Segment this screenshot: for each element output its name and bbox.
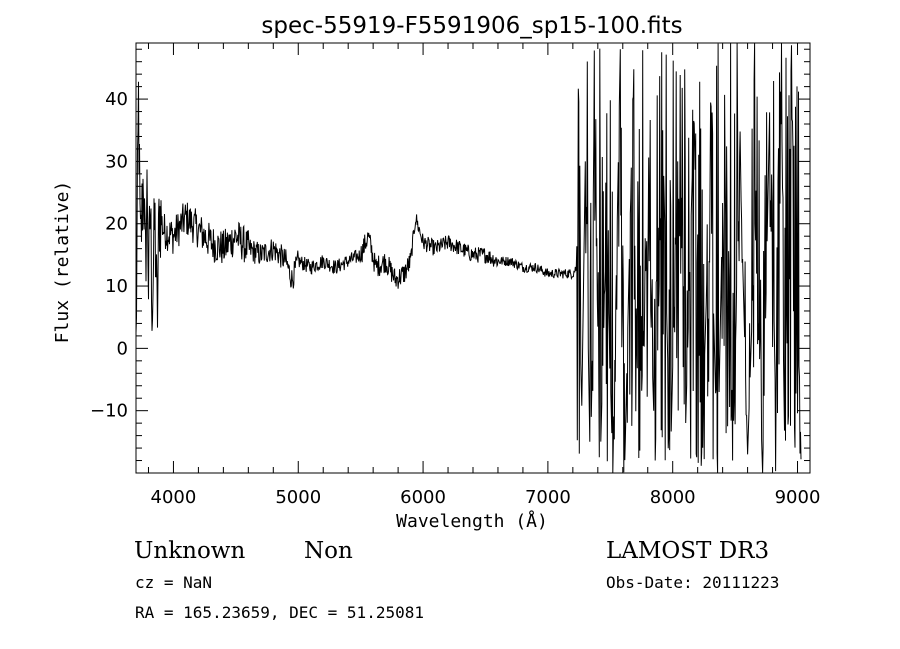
- y-tick-label: 10: [105, 276, 128, 297]
- x-tick-label: 5000: [275, 487, 321, 508]
- chart-title: spec-55919-F5591906_sp15-100.fits: [261, 13, 682, 39]
- y-axis: [136, 48, 810, 462]
- y-tick-label: 20: [105, 214, 128, 235]
- obs-date-line: Obs-Date: 20111223: [606, 573, 780, 592]
- object-subclass: Non: [304, 538, 353, 564]
- spectrum-chart: spec-55919-F5591906_sp15-100.fits 4000 50…: [52, 13, 821, 532]
- x-tick-label: 7000: [525, 487, 571, 508]
- object-class: Unknown: [134, 538, 246, 564]
- flux-series-line: [135, 42, 802, 474]
- y-tick-label: 30: [105, 151, 128, 172]
- x-axis-label: Wavelength (Å): [396, 510, 548, 532]
- coordinates-line: RA = 165.23659, DEC = 51.25081: [135, 603, 424, 622]
- x-tick-labels: 4000 5000 6000 7000 8000 9000: [151, 487, 821, 508]
- y-tick-label: −10: [90, 401, 128, 422]
- x-axis: [147, 43, 799, 473]
- y-axis-label: Flux (relative): [52, 181, 73, 344]
- y-tick-label: 40: [105, 89, 128, 110]
- plot-frame: [135, 42, 811, 474]
- y-tick-label: 0: [117, 338, 128, 359]
- x-tick-label: 9000: [775, 487, 821, 508]
- x-tick-label: 6000: [400, 487, 446, 508]
- x-tick-label: 8000: [650, 487, 696, 508]
- redshift-line: cz = NaN: [135, 573, 213, 592]
- x-tick-label: 4000: [151, 487, 197, 508]
- survey-name: LAMOST DR3: [606, 538, 770, 564]
- y-tick-labels: −10 0 10 20 30 40: [90, 89, 128, 422]
